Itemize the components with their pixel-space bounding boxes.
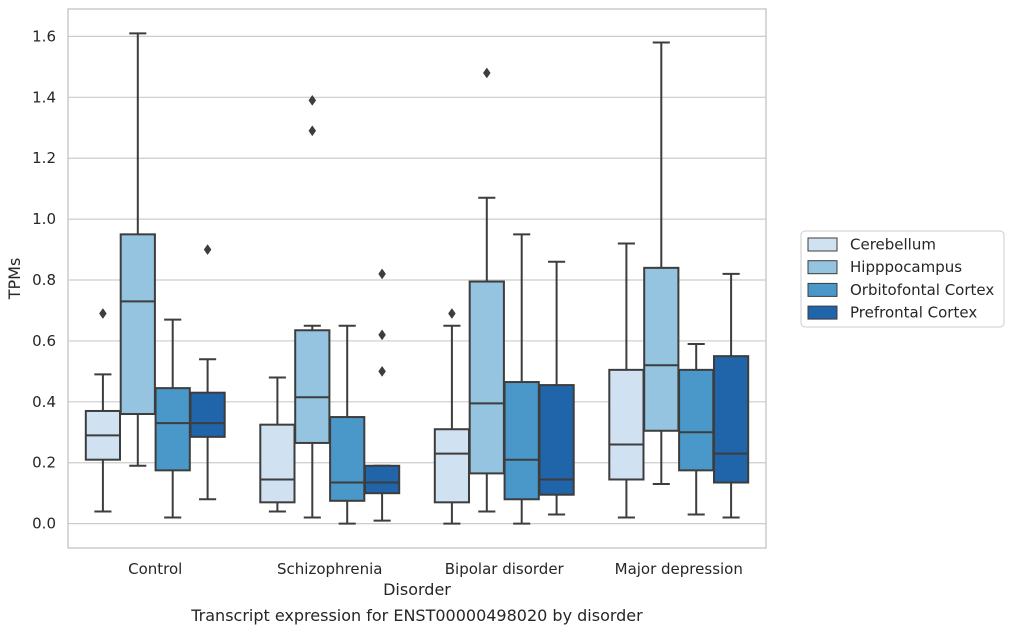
figure-caption: Transcript expression for ENST0000049802… <box>191 606 643 625</box>
legend-label: Prefrontal Cortex <box>850 304 977 322</box>
box-orbitofontal-cortex <box>503 233 540 525</box>
box-iqr <box>294 329 331 444</box>
box-iqr <box>259 423 296 504</box>
box-hipppocampus <box>468 67 505 513</box>
outlier-point <box>482 67 491 79</box>
legend-label: Orbitofontal Cortex <box>850 281 994 299</box>
y-tick-label: 0.8 <box>32 271 56 289</box>
box-iqr <box>503 381 540 501</box>
box-iqr <box>119 233 156 416</box>
x-tick-label: Control <box>128 560 182 578</box>
legend-swatch <box>807 237 838 252</box>
y-tick-label: 0.4 <box>32 393 56 411</box>
box-iqr <box>189 391 226 438</box>
outlier-point <box>308 125 317 137</box>
box-hipppocampus <box>643 41 680 486</box>
legend-swatch <box>807 282 838 297</box>
box-iqr <box>154 387 191 472</box>
y-tick-label: 0.2 <box>32 454 56 472</box>
y-tick-label: 1.6 <box>32 27 56 45</box>
box-prefrontal-cortex <box>189 244 226 501</box>
legend-swatch <box>807 305 838 320</box>
y-tick-label: 0.6 <box>32 332 56 350</box>
legend: Cerebellum Hipppocampus Orbitofontal Corte… <box>800 230 1005 328</box>
box-iqr <box>433 428 471 504</box>
box-iqr <box>468 280 505 475</box>
box-orbitofontal-cortex <box>154 318 191 519</box>
legend-label: Hipppocampus <box>850 258 962 276</box>
legend-frame <box>800 230 1005 328</box>
box-iqr <box>678 368 715 472</box>
outlier-point <box>378 268 386 280</box>
x-tick-labels: Control Schizophrenia Bipolar disorder Majo… <box>128 560 743 578</box>
box-cerebellum <box>608 242 645 519</box>
box-iqr <box>329 416 366 502</box>
box-iqr <box>712 355 750 484</box>
box-hipppocampus <box>294 94 331 519</box>
box-prefrontal-cortex <box>363 268 401 522</box>
box-orbitofontal-cortex <box>329 324 366 525</box>
y-axis-label: TPMs <box>5 258 24 301</box>
x-axis-label: Disorder <box>383 580 451 599</box>
y-tick-label: 1.4 <box>32 88 56 106</box>
boxes <box>84 32 750 525</box>
y-tick-labels: 0.0 0.2 0.4 0.6 0.8 1.0 1.2 1.4 1.6 <box>32 27 56 532</box>
outlier-point <box>99 308 107 319</box>
box-iqr <box>363 464 401 495</box>
legend-label: Cerebellum <box>850 236 936 254</box>
x-tick-label: Major depression <box>615 560 743 578</box>
x-tick-label: Bipolar disorder <box>445 560 565 578</box>
y-tick-label: 0.0 <box>32 515 56 533</box>
outlier-point <box>378 329 386 341</box>
x-tick-label: Schizophrenia <box>277 560 382 578</box>
y-tick-label: 1.0 <box>32 210 56 228</box>
box-prefrontal-cortex <box>538 260 575 516</box>
legend-swatch <box>807 260 838 275</box>
outlier-point <box>203 244 212 256</box>
box-cerebellum <box>84 308 122 513</box>
box-iqr <box>608 368 645 481</box>
outlier-point <box>448 308 456 319</box>
plot-frame <box>67 8 767 549</box>
box-cerebellum <box>433 308 471 525</box>
box-cerebellum <box>259 376 296 513</box>
box-iqr <box>538 384 575 496</box>
outlier-point <box>308 94 317 106</box>
box-iqr <box>643 266 680 432</box>
outlier-point <box>378 365 386 377</box>
box-orbitofontal-cortex <box>678 342 715 516</box>
y-tick-label: 1.2 <box>32 149 56 167</box>
box-prefrontal-cortex <box>712 272 750 519</box>
box-hipppocampus <box>119 32 156 467</box>
